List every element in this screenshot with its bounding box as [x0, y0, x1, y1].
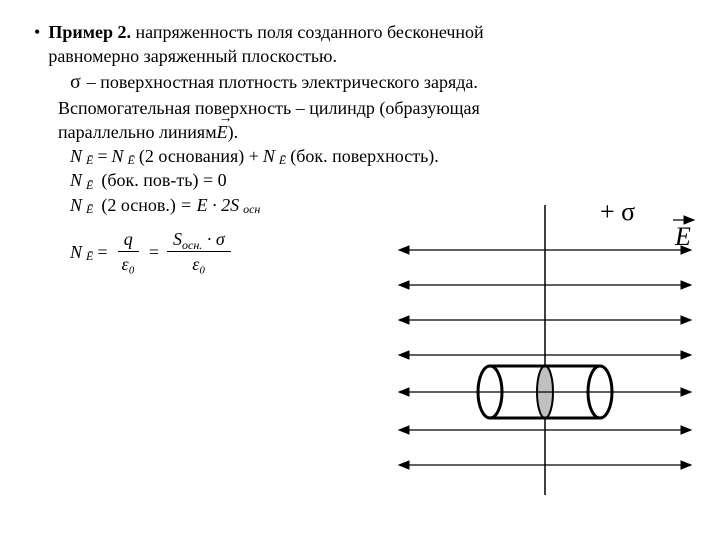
- title-bold: Пример 2.: [48, 22, 131, 42]
- bullet-row: • Пример 2. напряженность поля созданног…: [30, 20, 690, 69]
- frac2: Sосн. · σ ε₀: [167, 227, 231, 277]
- bullet-mark: •: [34, 20, 40, 69]
- diagram: + σ E: [390, 190, 700, 510]
- cylinder: [400, 366, 690, 418]
- sigma-text: – поверхностная плотность электрического…: [87, 70, 478, 94]
- title-rest: напряженность поля созданного бесконечно…: [131, 22, 484, 42]
- aux-line2: параллельно линиям → E ).: [58, 120, 690, 144]
- E-vec-inline: → E: [217, 120, 228, 144]
- sigma-symbol: σ: [70, 69, 81, 96]
- diagram-svg: + σ E: [390, 190, 700, 510]
- header-text: Пример 2. напряженность поля созданного …: [48, 20, 483, 69]
- header-line2: равномерно заряженный плоскостью.: [48, 44, 483, 68]
- aux-line2a: параллельно линиям: [58, 120, 217, 144]
- E-label: E: [673, 220, 693, 251]
- frac1: q ε₀: [116, 227, 141, 277]
- sigma-line: σ – поверхностная плотность электрическо…: [70, 69, 690, 96]
- aux-line1: Вспомогательная поверхность – цилиндр (о…: [58, 96, 690, 120]
- sigma-label: + σ: [600, 197, 635, 226]
- eq1: NĒ = NĒ (2 основания) + NĒ (бок. поверхн…: [70, 144, 690, 168]
- svg-text:E: E: [674, 222, 691, 251]
